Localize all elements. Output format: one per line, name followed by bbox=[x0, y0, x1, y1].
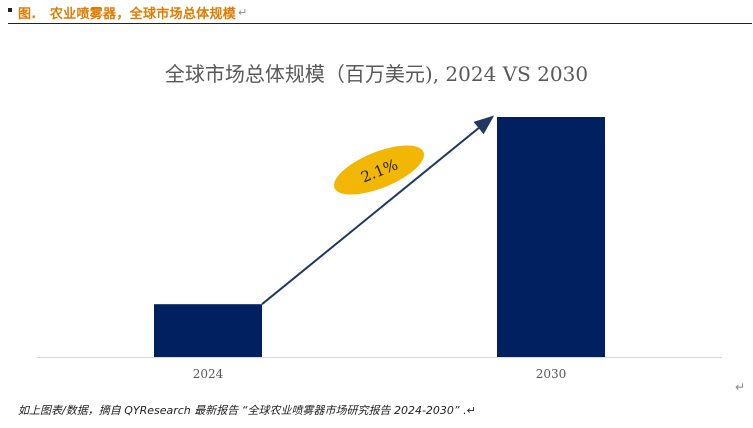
end-paragraph-mark-icon: ↵ bbox=[735, 380, 746, 394]
figure-caption: 图. 农业喷雾器，全球市场总体规模 bbox=[18, 7, 237, 22]
x-tick-label-2024: 2024 bbox=[193, 367, 224, 381]
bar-2030 bbox=[497, 117, 605, 357]
chart-title: 全球市场总体规模（百万美元), 2024 VS 2030 bbox=[164, 62, 589, 86]
figure-caption-bar: 图. 农业喷雾器，全球市场总体规模 ↵ bbox=[8, 2, 752, 24]
growth-arrow bbox=[261, 115, 495, 305]
source-note: 如上图表/数据，摘自 QYResearch 最新报告 “全球农业喷雾器市场研究报… bbox=[18, 404, 476, 417]
paragraph-mark-icon: ↵ bbox=[238, 6, 248, 19]
caption-bullet bbox=[8, 7, 12, 12]
growth-badge-shape bbox=[333, 145, 425, 195]
x-tick-label-2030: 2030 bbox=[536, 367, 567, 381]
growth-badge: 2.1% bbox=[333, 145, 425, 195]
bar-2024 bbox=[154, 304, 262, 357]
